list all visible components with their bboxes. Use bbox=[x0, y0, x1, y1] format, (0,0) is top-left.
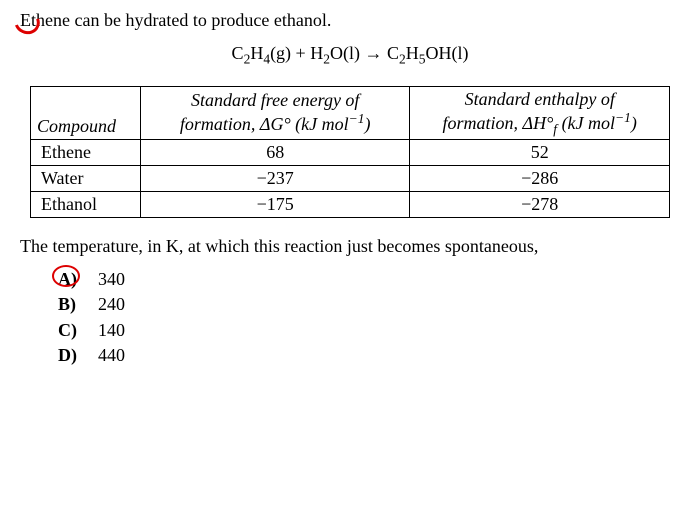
table-header-row: Compound Standard free energy offormatio… bbox=[31, 86, 670, 140]
choice-value: 140 bbox=[98, 318, 125, 343]
header-dg: Standard free energy offormation, ΔG° (k… bbox=[140, 86, 410, 140]
cell-dg: −237 bbox=[140, 166, 410, 192]
choice-label-text: A) bbox=[58, 269, 77, 289]
cell-dh: −286 bbox=[410, 166, 670, 192]
choice-label: D) bbox=[58, 343, 84, 368]
choice-value: 240 bbox=[98, 292, 125, 317]
table-row: Ethanol −175 −278 bbox=[31, 192, 670, 218]
choice-c: C) 140 bbox=[58, 318, 680, 343]
header-dh: Standard enthalpy offormation, ΔH°f (kJ … bbox=[410, 86, 670, 140]
thermo-table: Compound Standard free energy offormatio… bbox=[30, 86, 670, 219]
cell-dh: 52 bbox=[410, 140, 670, 166]
header-compound: Compound bbox=[31, 86, 141, 140]
reaction-equation: C2H4(g) + H2O(l) → C2H5OH(l) bbox=[20, 43, 680, 68]
table-row: Water −237 −286 bbox=[31, 166, 670, 192]
choice-b: B) 240 bbox=[58, 292, 680, 317]
choice-label: B) bbox=[58, 292, 84, 317]
table-row: Ethene 68 52 bbox=[31, 140, 670, 166]
intro-text: Ethene can be hydrated to produce ethano… bbox=[20, 10, 680, 31]
choice-d: D) 440 bbox=[58, 343, 680, 368]
cell-name: Water bbox=[31, 166, 141, 192]
answer-choices: A) 340 B) 240 C) 140 D) 440 bbox=[20, 267, 680, 368]
cell-dg: −175 bbox=[140, 192, 410, 218]
choice-value: 340 bbox=[98, 267, 125, 292]
choice-label: C) bbox=[58, 318, 84, 343]
cell-dg: 68 bbox=[140, 140, 410, 166]
cell-name: Ethanol bbox=[31, 192, 141, 218]
choice-value: 440 bbox=[98, 343, 125, 368]
cell-dh: −278 bbox=[410, 192, 670, 218]
cell-name: Ethene bbox=[31, 140, 141, 166]
question-text: The temperature, in K, at which this rea… bbox=[20, 236, 680, 257]
choice-a: A) 340 bbox=[58, 267, 680, 292]
choice-label: A) bbox=[58, 267, 84, 292]
